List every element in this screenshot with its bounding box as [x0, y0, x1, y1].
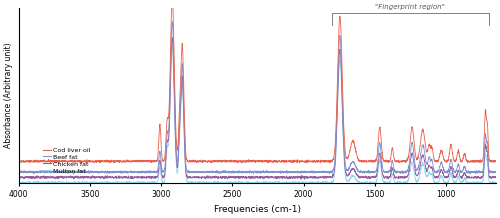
Legend: Cod liver oil, Beef fat, Chicken fat, Mutton fat: Cod liver oil, Beef fat, Chicken fat, Mu… — [41, 145, 94, 176]
X-axis label: Frequencies (cm-1): Frequencies (cm-1) — [214, 205, 301, 214]
Text: "Fingerprint region": "Fingerprint region" — [376, 4, 446, 10]
Y-axis label: Absorbance (Arbitrary unit): Absorbance (Arbitrary unit) — [4, 42, 13, 148]
